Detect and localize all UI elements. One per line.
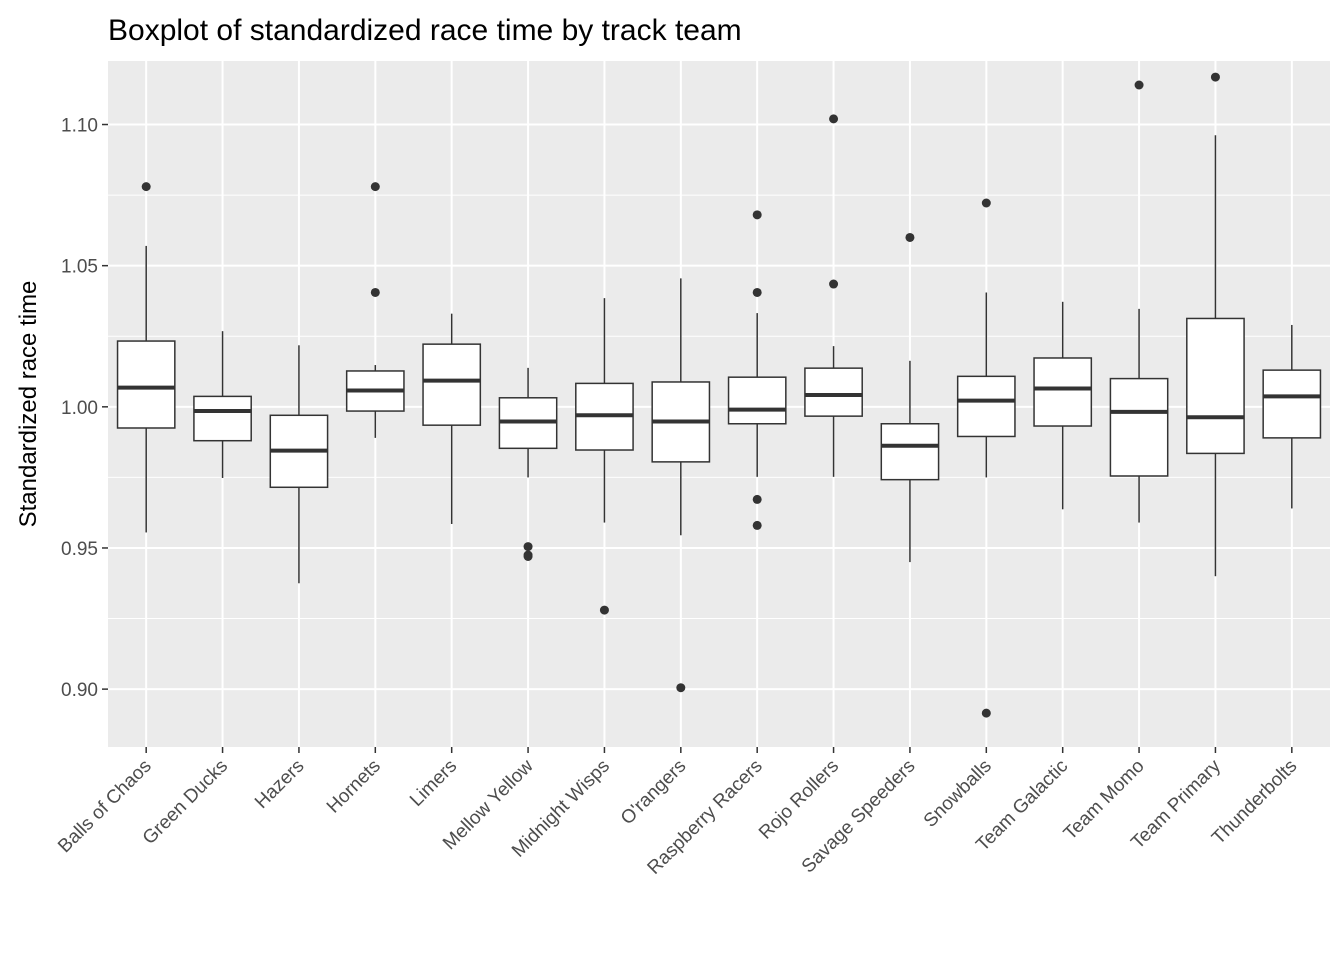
outlier-point (599, 605, 609, 615)
outlier-point (676, 683, 686, 693)
box-group (651, 278, 711, 693)
outlier-point (752, 520, 762, 530)
y-tick-label: 0.90 (61, 680, 98, 701)
y-tick-label: 1.00 (61, 398, 98, 419)
x-tick-label: O'rangers (617, 756, 690, 829)
box (1262, 369, 1322, 439)
box-group (116, 182, 176, 533)
box (880, 423, 940, 481)
outlier-point (752, 494, 762, 504)
chart-title: Boxplot of standardized race time by tra… (108, 14, 742, 47)
x-tick-label: Hazers (251, 756, 308, 813)
box (804, 367, 863, 417)
box (727, 376, 787, 425)
boxes (116, 72, 1322, 718)
box-group (1109, 80, 1169, 523)
outlier-point (981, 198, 991, 208)
box-group (1033, 301, 1093, 510)
box (1186, 317, 1245, 455)
outlier-point (1210, 72, 1220, 82)
x-tick-label: Limers (406, 756, 461, 811)
y-tick-label: 1.10 (61, 116, 98, 137)
box-group (956, 198, 1016, 718)
x-tick-label: Balls of Chaos (54, 756, 155, 857)
outlier-point (141, 182, 151, 192)
outlier-point (905, 232, 915, 242)
box-group (727, 210, 787, 530)
box (116, 340, 176, 429)
box-group (804, 114, 863, 477)
box (193, 395, 252, 442)
box-group (498, 367, 558, 561)
box-group (1186, 72, 1245, 577)
box (1033, 357, 1093, 427)
outlier-point (523, 551, 533, 561)
y-axis-title: Standardized race time (15, 281, 42, 528)
box-group (880, 232, 940, 563)
x-tick-label: Snowballs (920, 756, 996, 832)
box (422, 343, 482, 426)
outlier-point (1134, 80, 1144, 90)
y-tick-label: 1.05 (61, 257, 98, 278)
box (1109, 377, 1169, 477)
box-group (193, 331, 252, 478)
outlier-point (829, 279, 839, 289)
outlier-point (752, 210, 762, 220)
y-axis: 0.90 0.95 1.00 1.05 1.10 (61, 116, 108, 701)
outlier-point (829, 114, 839, 124)
outlier-point (523, 542, 533, 552)
box-group (269, 345, 329, 584)
box-group (1262, 324, 1322, 509)
box-group (345, 182, 405, 438)
box-group (422, 313, 482, 524)
outlier-point (752, 287, 762, 297)
box-group (575, 298, 634, 615)
outlier-point (370, 182, 380, 192)
box (956, 375, 1016, 438)
outlier-point (370, 287, 380, 297)
outlier-point (981, 708, 991, 718)
y-tick-label: 0.95 (61, 539, 98, 560)
x-tick-label: Hornets (323, 756, 385, 818)
